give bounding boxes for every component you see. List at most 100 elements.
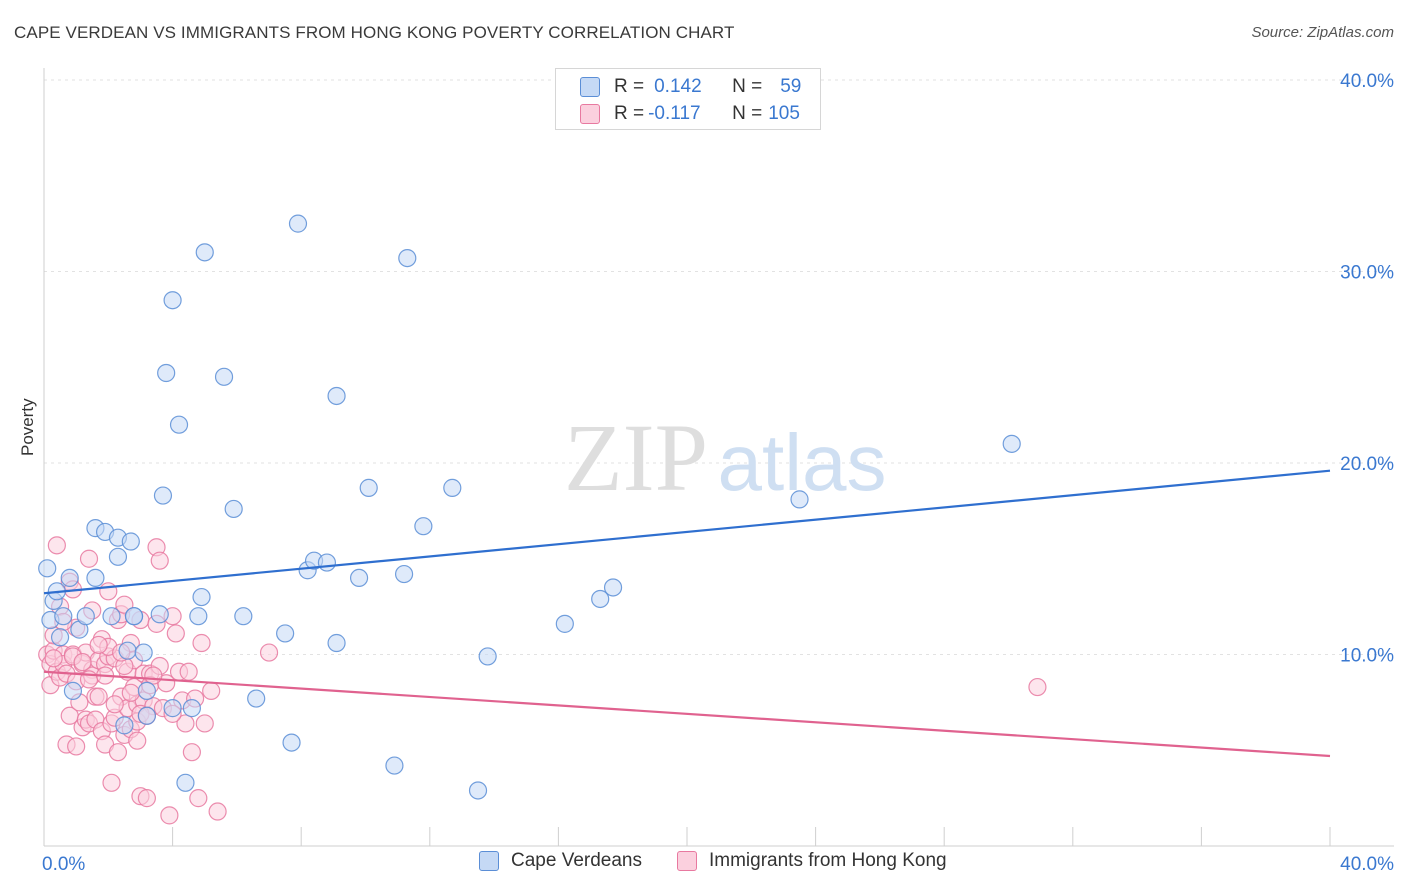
cape-verdean-point: [317, 553, 337, 572]
hong-kong-point: [195, 714, 214, 733]
cape-verdean-point: [591, 589, 610, 609]
hong-kong-point: [144, 666, 163, 685]
series-legend-label: Cape Verdeans: [511, 850, 642, 871]
legend-n-label: N =: [732, 76, 763, 97]
hong-kong-point: [102, 773, 121, 792]
hong-kong-point: [105, 695, 124, 714]
hong-kong-point: [44, 649, 63, 668]
cape-verdean-point: [137, 706, 156, 725]
cape-verdean-point: [124, 607, 144, 626]
cape-verdean-point: [108, 547, 128, 566]
cape-verdean-point: [163, 291, 182, 310]
hong-kong-point: [79, 549, 99, 568]
source-label: Source: ZipAtlas.com: [1251, 24, 1394, 41]
cape-verdean-point: [478, 647, 497, 666]
tick-labels: 10.0% 20.0% 30.0% 40.0% 0.0% 40.0%: [42, 71, 1394, 875]
cape-verdean-point: [157, 363, 176, 383]
hong-kong-point: [47, 536, 66, 555]
y-tick-label: 30.0%: [1340, 263, 1394, 284]
cape-verdean-point: [414, 517, 433, 536]
x-tick-label: 40.0%: [1340, 854, 1394, 875]
cape-verdean-point: [150, 605, 169, 624]
cape-verdean-trend-line: [43, 469, 1331, 595]
cape-verdean-point: [359, 478, 378, 497]
hong-kong-point: [121, 683, 140, 702]
legend-swatch-pink: [580, 104, 600, 124]
cape-verdean-point: [234, 607, 253, 626]
cape-verdean-point: [54, 607, 73, 626]
cape-verdean-point: [282, 733, 301, 752]
cape-verdean-point: [224, 499, 243, 519]
cape-verdean-point: [189, 607, 208, 626]
cape-verdean-point: [153, 486, 173, 505]
cape-verdean-point: [137, 681, 156, 700]
series-legend-cape-verdeans: Cape Verdeans: [479, 850, 642, 872]
legend-n-value: 105: [768, 103, 800, 124]
cape-verdean-point: [603, 578, 623, 597]
series-legend-hong-kong: Immigrants from Hong Kong: [677, 850, 947, 872]
cape-verdean-point: [349, 568, 369, 588]
series-legend: Cape Verdeans Immigrants from Hong Kong: [0, 850, 1406, 880]
legend-row-cape-verdeans: R = 0.142 N = 59: [580, 74, 801, 100]
watermark: ZIP atlas: [564, 404, 886, 511]
cape-verdean-point: [1002, 434, 1021, 453]
hong-kong-point: [73, 653, 92, 672]
cape-verdean-point: [134, 643, 153, 662]
cape-verdean-point: [468, 781, 488, 800]
series-swatch-blue: [479, 851, 499, 871]
cape-verdean-point: [385, 756, 404, 775]
hong-kong-point: [1028, 677, 1047, 697]
cape-verdean-point: [182, 699, 201, 718]
hong-kong-point: [202, 681, 221, 700]
hong-kong-point: [137, 789, 156, 808]
hong-kong-point: [128, 731, 147, 750]
cape-verdean-point: [60, 568, 79, 588]
hong-kong-point: [259, 643, 279, 662]
hong-kong-point: [192, 633, 211, 653]
cape-verdean-point: [276, 624, 295, 643]
hong-kong-point: [150, 551, 169, 570]
cape-verdean-point: [195, 243, 214, 262]
cape-verdean-point: [443, 478, 462, 497]
cape-verdean-point: [38, 559, 57, 578]
watermark-zip: ZIP: [564, 404, 708, 511]
hong-kong-point: [89, 635, 108, 655]
cape-verdean-point: [247, 689, 266, 708]
cape-verdean-point: [169, 415, 189, 434]
x-tick-label: 0.0%: [42, 854, 85, 875]
hong-kong-point: [89, 687, 108, 706]
data-points: [38, 214, 1047, 825]
cape-verdean-point: [163, 699, 182, 718]
cape-verdean-point: [76, 607, 95, 626]
hong-kong-point: [208, 802, 227, 821]
legend-r-value: -0.117: [648, 103, 701, 124]
hong-kong-point: [176, 714, 195, 733]
hong-kong-point: [160, 806, 179, 825]
legend-row-hong-kong: R = -0.117 N = 105: [580, 101, 800, 127]
hong-kong-point: [182, 743, 201, 762]
legend-r-label: R =: [614, 76, 645, 97]
hong-kong-point: [108, 743, 128, 762]
axes: [43, 68, 1394, 847]
cape-verdean-point: [555, 614, 574, 633]
cape-verdean-point: [121, 532, 140, 551]
legend-r-label: R =: [614, 103, 645, 124]
cape-verdean-point: [790, 490, 809, 509]
hong-kong-trend-line: [43, 670, 1331, 758]
cape-verdean-point: [192, 587, 211, 607]
cape-verdean-point: [102, 607, 121, 626]
legend-swatch-blue: [580, 77, 600, 97]
cape-verdean-point: [115, 716, 134, 735]
hong-kong-point: [166, 624, 185, 643]
legend-n-label: N =: [732, 103, 763, 124]
cape-verdean-point: [50, 628, 70, 647]
y-tick-label: 40.0%: [1340, 71, 1394, 92]
hong-kong-point: [99, 582, 118, 601]
y-tick-label: 20.0%: [1340, 454, 1394, 475]
cape-verdean-point: [394, 564, 414, 584]
cape-verdean-point: [118, 641, 137, 660]
cape-verdean-point: [63, 681, 83, 700]
hong-kong-point: [179, 662, 198, 681]
series-swatch-pink: [677, 851, 697, 871]
